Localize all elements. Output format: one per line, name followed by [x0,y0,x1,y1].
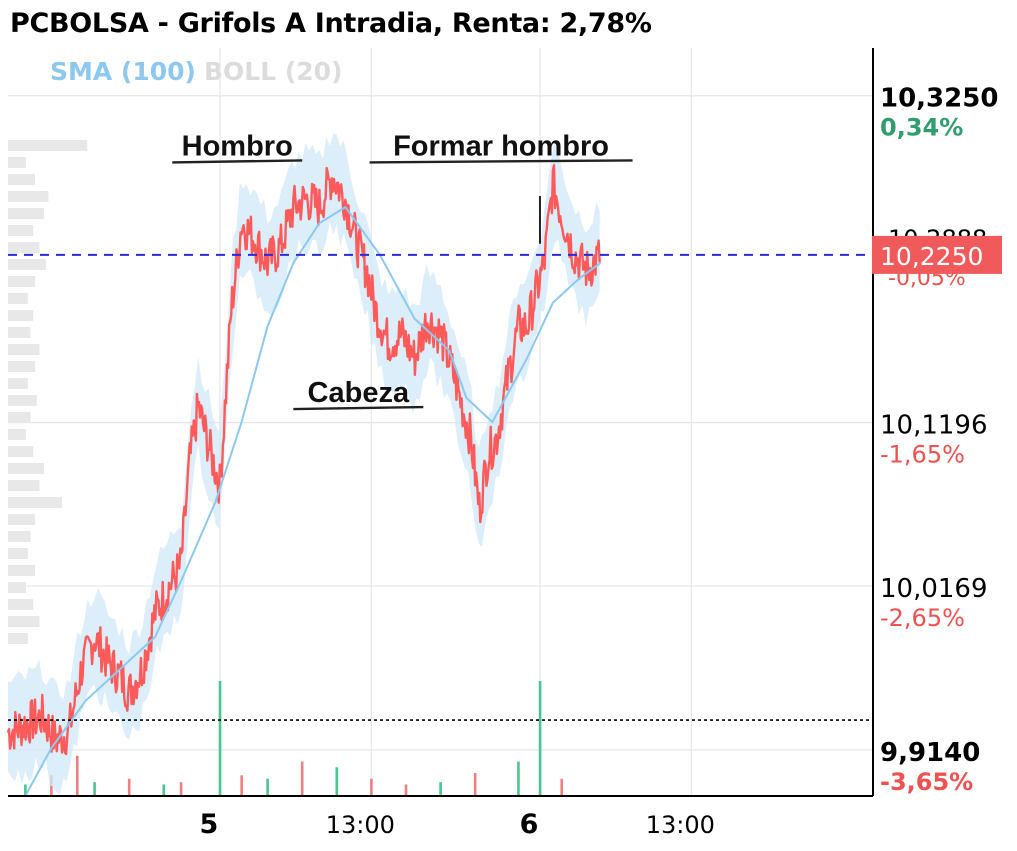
volume-bar-6 [179,782,183,796]
profile-bar-6 [8,242,40,253]
volume-bar-0 [24,784,27,796]
current-price-label: 10,2250 [880,242,983,271]
sma-series [24,205,602,797]
profile-bar-15 [8,395,37,406]
profile-bar-24 [8,548,28,559]
profile-bar-18 [8,446,34,457]
profile-bar-3 [8,191,49,202]
volume-bar-5 [162,784,166,796]
profile-bar-23 [8,531,31,542]
volume-bar-11 [335,767,339,796]
annotation-label-1: Formar hombro [393,130,609,162]
volume-bar-13 [404,784,408,796]
volume-bar-4 [127,778,131,796]
profile-bar-2 [8,174,35,185]
chart-title: PCBOLSA - Grifols A Intradia, Renta: 2,7… [10,8,652,39]
price-line [6,164,601,756]
profile-bar-10 [8,310,34,321]
x-tick-label-2: 6 [520,809,539,840]
annotation-label-0: Hombro [182,130,293,162]
profile-bar-27 [8,599,34,610]
profile-bar-4 [8,208,44,219]
volume-bar-16 [517,761,520,796]
grid-lines [8,48,873,796]
volume-bar-8 [240,775,243,796]
y-tick-label-2: 10,0169 [880,574,988,604]
annotation-underline-1 [369,159,633,164]
profile-bar-0 [8,140,88,151]
volume-bar-18 [560,778,563,796]
profile-bar-11 [8,327,31,338]
x-tick-label-3: 13:00 [646,811,715,839]
y-tick-label-3: 9,9140 [880,738,980,768]
profile-bar-21 [8,497,62,508]
reference-lines [8,253,873,721]
bollinger-band [8,133,600,795]
profile-bar-12 [8,344,40,355]
y-tick-label-0: 10,3250 [880,84,998,114]
profile-bar-9 [8,293,28,304]
profile-bar-29 [8,633,28,644]
profile-bar-17 [8,429,26,440]
volume-bar-9 [266,778,269,796]
annotations: Hombro Formar hombro Cabeza [172,130,633,411]
current-price-box [872,235,1002,274]
legend-boll[interactable]: BOLL (20) [203,57,343,86]
profile-bar-14 [8,378,28,389]
y-tick-label-1: 10,1196 [880,411,988,441]
profile-bar-8 [8,276,35,287]
profile-bar-7 [8,259,46,270]
volume-bars [24,681,563,796]
volume-bar-17 [538,681,542,796]
volume-bar-7 [218,681,222,796]
profile-bar-19 [8,463,44,474]
current-price: 10,2888-0,05%10,2250 [872,225,1002,291]
y-tick-pct-0: 0,34% [880,114,963,142]
annotation-underline-2 [293,405,424,411]
sma-line [24,205,602,797]
volume-bar-10 [300,761,304,796]
bollinger-band-fill [8,133,600,795]
x-tick-label-0: 5 [200,809,219,840]
x-axis-ticks: 5 13:00 6 13:00 [200,809,715,840]
indicator-legend: SMA (100) BOLL (20) [50,57,343,86]
volume-bar-3 [93,782,96,796]
y-tick-pct-2: -2,65% [880,604,965,632]
volume-bar-2 [76,755,79,796]
profile-bar-26 [8,582,26,593]
annotation-underline-0 [172,159,303,164]
volume-bar-12 [370,778,373,796]
volume-profile [8,140,88,644]
y-tick-pct-1: -1,65% [880,441,965,469]
profile-bar-16 [8,412,31,423]
x-tick-label-1: 13:00 [326,811,395,839]
profile-bar-5 [8,225,34,236]
profile-bar-25 [8,565,35,576]
profile-bar-1 [8,157,26,168]
volume-bar-14 [439,782,442,796]
profile-bar-22 [8,514,35,525]
profile-bar-13 [8,361,35,372]
y-tick-pct-3: -3,65% [880,768,973,796]
profile-bar-20 [8,480,40,491]
annotation-label-2: Cabeza [308,377,410,409]
volume-bar-15 [473,773,477,796]
axes [8,48,874,797]
profile-bar-28 [8,616,40,627]
price-series [6,164,601,756]
legend-sma[interactable]: SMA (100) [50,57,196,86]
